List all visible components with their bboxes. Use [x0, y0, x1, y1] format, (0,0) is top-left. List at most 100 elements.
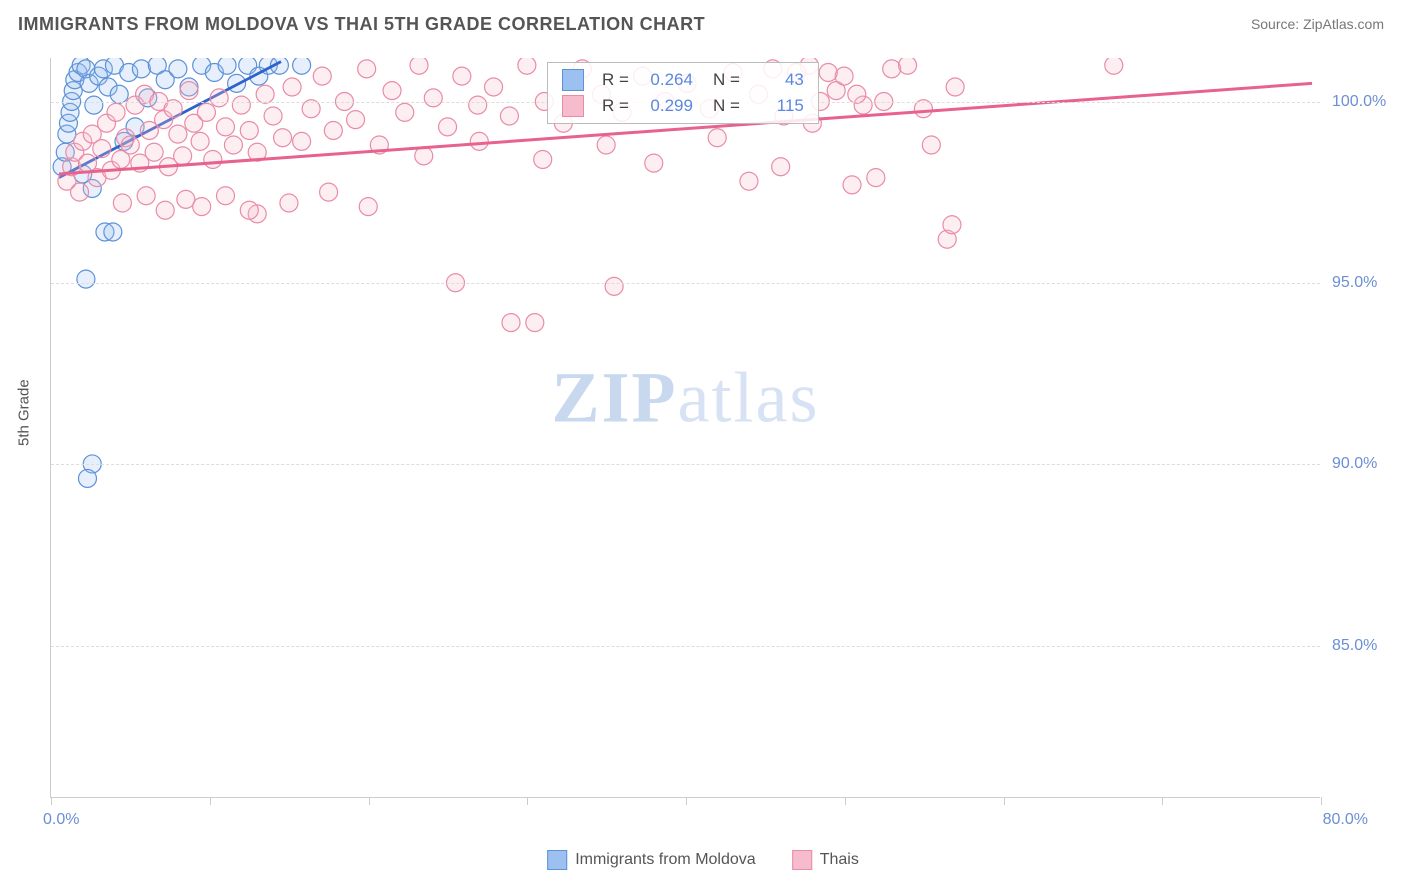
stat-r-label: R =	[602, 96, 629, 116]
source-attribution: Source: ZipAtlas.com	[1251, 16, 1384, 32]
x-tick	[686, 797, 687, 805]
scatter-point	[224, 136, 242, 154]
scatter-point	[883, 60, 901, 78]
scatter-point	[93, 140, 111, 158]
scatter-point	[180, 82, 198, 100]
scatter-point	[740, 172, 758, 190]
stats-row: R =0.264N =43	[548, 67, 818, 93]
x-tick	[369, 797, 370, 805]
scatter-point	[145, 143, 163, 161]
scatter-point	[264, 107, 282, 125]
plot-area: ZIPatlas 0.0% 80.0% 85.0%90.0%95.0%100.0…	[50, 58, 1320, 798]
scatter-point	[283, 78, 301, 96]
x-tick	[1162, 797, 1163, 805]
scatter-point	[439, 118, 457, 136]
scatter-point	[218, 58, 236, 74]
y-tick-label: 85.0%	[1332, 637, 1377, 655]
scatter-point	[534, 150, 552, 168]
x-tick	[527, 797, 528, 805]
x-axis-max-label: 80.0%	[1323, 811, 1368, 829]
scatter-point	[922, 136, 940, 154]
scatter-point	[216, 187, 234, 205]
scatter-point	[191, 132, 209, 150]
scatter-point	[605, 277, 623, 295]
x-tick	[1321, 797, 1322, 805]
scatter-point	[240, 201, 258, 219]
scatter-point	[77, 270, 95, 288]
scatter-point	[132, 60, 150, 78]
legend-item: Immigrants from Moldova	[547, 850, 756, 870]
scatter-point	[946, 78, 964, 96]
scatter-point	[293, 132, 311, 150]
scatter-point	[453, 67, 471, 85]
scatter-point	[232, 96, 250, 114]
stats-row: R = 0.299 N = 115	[548, 93, 818, 119]
scatter-point	[772, 158, 790, 176]
scatter-point	[169, 60, 187, 78]
chart-title: IMMIGRANTS FROM MOLDOVA VS THAI 5TH GRAD…	[18, 14, 705, 35]
scatter-point	[867, 169, 885, 187]
legend: Immigrants from Moldova Thais	[547, 850, 859, 870]
stat-n-value: 115	[750, 96, 804, 116]
source-name: ZipAtlas.com	[1303, 16, 1384, 32]
x-tick	[1004, 797, 1005, 805]
x-tick	[51, 797, 52, 805]
stat-n-label: N =	[713, 96, 740, 116]
legend-swatch	[547, 850, 567, 870]
scatter-point	[943, 216, 961, 234]
scatter-point	[383, 82, 401, 100]
scatter-point	[843, 176, 861, 194]
stat-r-value: 0.299	[639, 96, 693, 116]
stat-n-label: N =	[713, 70, 740, 90]
scatter-point	[485, 78, 503, 96]
scatter-point	[313, 67, 331, 85]
correlation-stats-box: R = 0.264 N = 43 R = 0.299 N = 115	[547, 62, 819, 124]
scatter-point	[396, 103, 414, 121]
scatter-point	[415, 147, 433, 165]
scatter-point	[107, 103, 125, 121]
scatter-point	[518, 58, 536, 74]
y-axis-title: 5th Grade	[16, 379, 33, 446]
scatter-point	[197, 103, 215, 121]
scatter-point	[708, 129, 726, 147]
legend-item: Thais	[792, 850, 859, 870]
legend-swatch	[792, 850, 812, 870]
scatter-point	[177, 190, 195, 208]
scatter-point	[85, 96, 103, 114]
source-label: Source:	[1251, 16, 1303, 32]
scatter-point	[469, 96, 487, 114]
scatter-point	[500, 107, 518, 125]
gridline-horizontal	[51, 464, 1320, 465]
x-tick	[210, 797, 211, 805]
scatter-point	[240, 122, 258, 140]
scatter-point	[121, 136, 139, 154]
scatter-point	[169, 125, 187, 143]
scatter-point	[358, 60, 376, 78]
scatter-point	[424, 89, 442, 107]
scatter-point	[470, 132, 488, 150]
x-tick	[845, 797, 846, 805]
x-axis-min-label: 0.0%	[43, 811, 79, 829]
scatter-point	[1105, 58, 1123, 74]
scatter-point	[71, 183, 89, 201]
stats-swatch	[562, 95, 584, 117]
scatter-point	[113, 194, 131, 212]
scatter-point	[899, 58, 917, 74]
legend-label: Immigrants from Moldova	[575, 851, 756, 868]
scatter-point	[156, 201, 174, 219]
scatter-point	[819, 64, 837, 82]
scatter-svg	[51, 58, 1320, 797]
scatter-point	[193, 198, 211, 216]
scatter-point	[645, 154, 663, 172]
scatter-point	[104, 223, 122, 241]
scatter-point	[174, 147, 192, 165]
scatter-point	[324, 122, 342, 140]
stats-swatch	[562, 69, 584, 91]
stat-n-value: 43	[750, 70, 804, 90]
scatter-point	[78, 469, 96, 487]
scatter-point	[210, 89, 228, 107]
stat-r-value: 0.264	[639, 70, 693, 90]
scatter-point	[502, 314, 520, 332]
scatter-point	[359, 198, 377, 216]
y-tick-label: 90.0%	[1332, 455, 1377, 473]
